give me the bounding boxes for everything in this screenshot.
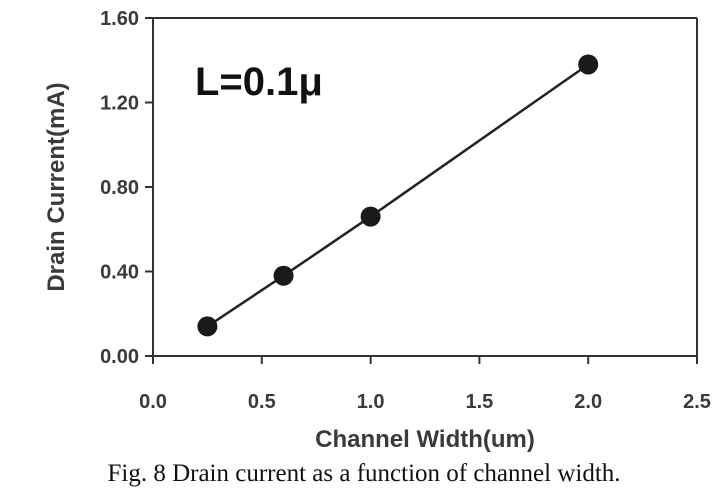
- x-axis-ticks: 0.0 0.5 1.0 1.5 2.0 2.5: [139, 356, 711, 413]
- y-axis-label: Drain Current(mA): [43, 82, 70, 291]
- x-axis-label: Channel Width(um): [315, 426, 535, 453]
- plot-frame: [152, 17, 698, 357]
- x-tick-label: 0.5: [248, 391, 276, 413]
- y-tick-label: 1.60: [100, 8, 139, 30]
- y-tick-label: 0.40: [100, 262, 139, 284]
- chart: 0.0 0.5 1.0 1.5 2.0 2.5 0.000.400.801.201.60 …: [43, 8, 711, 453]
- y-axis-ticks: 0.00 0.40 0.80 1.20 1.60: [100, 8, 153, 368]
- x-tick-label: 1.5: [465, 391, 493, 413]
- data-point: [273, 265, 294, 286]
- x-tick-label: 2.0: [574, 391, 602, 413]
- series-layer: [197, 54, 599, 337]
- figure-caption: Fig. 8 Drain current as a function of ch…: [107, 460, 621, 487]
- y-tick-label: 1.20: [100, 93, 139, 115]
- y-tick-label: 0.80: [100, 177, 139, 199]
- data-point: [360, 206, 381, 227]
- annotation-label: L=0.1μ: [195, 60, 323, 104]
- y-tick-label: 0.00: [100, 346, 139, 368]
- x-tick-label: 0.0: [139, 391, 167, 413]
- data-point: [578, 54, 599, 75]
- x-tick-label: 2.5: [683, 391, 711, 413]
- data-point: [197, 316, 218, 337]
- x-tick-label: 1.0: [357, 391, 385, 413]
- series-line: [206, 63, 589, 328]
